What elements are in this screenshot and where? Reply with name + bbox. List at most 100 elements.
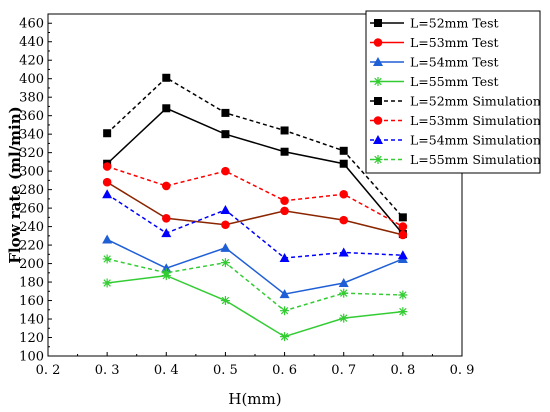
legend-label: L=52mm Test [410, 16, 499, 31]
legend-label: L=55mm Simulation [410, 152, 541, 167]
legend-label: L=53mm Simulation [410, 113, 541, 128]
series-line [106, 193, 403, 259]
y-tick-label: 380 [19, 91, 44, 106]
data-point [339, 159, 348, 168]
data-point [280, 306, 290, 316]
data-point [221, 108, 230, 117]
series-3 [102, 234, 408, 299]
x-tick-label: 0. 4 [154, 363, 179, 378]
y-tick-label: 200 [19, 257, 44, 272]
series-line [106, 107, 404, 235]
series-line [106, 258, 403, 312]
legend-marker [374, 19, 382, 27]
data-point [161, 228, 172, 238]
x-tick-label: 0. 2 [36, 363, 61, 378]
data-point [397, 250, 408, 260]
x-tick-label: 0. 8 [390, 363, 415, 378]
y-tick-label: 420 [19, 54, 44, 69]
data-point [339, 189, 349, 199]
legend-box [365, 10, 541, 174]
x-tick-label: 0. 7 [331, 363, 356, 378]
data-point [338, 277, 349, 287]
data-point [279, 289, 290, 299]
y-tick-label: 140 [19, 313, 44, 328]
data-point [221, 220, 230, 230]
y-tick-label: 160 [19, 294, 44, 309]
legend: L=52mm Test L=53mm Test L=54mm Test L=55mm … [365, 10, 541, 174]
legend-marker [373, 116, 383, 125]
data-point [280, 126, 289, 135]
series-7 [102, 189, 408, 263]
series-8 [102, 254, 408, 316]
x-tick-label: 0. 9 [450, 363, 475, 378]
data-point [220, 242, 231, 252]
series-line [107, 274, 403, 338]
legend-marker [373, 57, 383, 66]
data-point [102, 234, 113, 244]
data-point [220, 296, 230, 306]
data-point [221, 166, 230, 176]
data-point [102, 278, 112, 288]
series-5 [103, 73, 407, 222]
data-point [398, 230, 408, 240]
data-point [280, 206, 289, 216]
legend-label: L=54mm Test [410, 55, 499, 70]
y-tick-label: 360 [19, 109, 44, 124]
y-tick-label: 100 [19, 350, 44, 365]
series-line [106, 165, 404, 228]
y-tick-label: 440 [19, 35, 44, 50]
y-axis-title: Flow rate (ml/min) [6, 106, 24, 264]
data-point [221, 130, 230, 139]
x-axis-title: H(mm) [228, 390, 281, 408]
data-point [279, 253, 290, 263]
data-point [338, 247, 349, 257]
tick-layer: 100 120 140 160 180 200 220 240 260 280 300 320 340 3… [19, 17, 474, 378]
legend-label: L=54mm Simulation [410, 133, 541, 148]
x-tick-label: 0. 3 [95, 363, 120, 378]
y-tick-label: 280 [19, 183, 44, 198]
y-tick-label: 240 [19, 220, 44, 235]
legend-label: L=55mm Test [410, 74, 499, 89]
y-tick-label: 400 [19, 72, 44, 87]
series-layer [102, 73, 408, 342]
legend-marker [373, 135, 383, 144]
series-2 [102, 177, 408, 240]
y-tick-label: 120 [19, 331, 44, 346]
data-point [220, 258, 230, 268]
data-point [398, 307, 408, 317]
data-point [161, 268, 171, 278]
series-line [106, 76, 404, 218]
data-point [339, 215, 349, 225]
data-point [161, 181, 171, 191]
y-tick-label: 320 [19, 146, 44, 161]
legend-marker [373, 77, 383, 86]
data-point [102, 254, 112, 264]
x-tick-label: 0. 6 [272, 363, 297, 378]
series-6 [102, 162, 408, 231]
legend-label: L=53mm Test [410, 35, 499, 50]
data-point [398, 213, 407, 222]
y-tick-label: 260 [19, 202, 44, 217]
legend-marker [374, 97, 382, 105]
series-line [106, 181, 404, 236]
data-point [280, 147, 289, 156]
data-point [162, 73, 171, 82]
y-tick-label: 460 [19, 17, 44, 32]
legend-marker [373, 38, 383, 47]
data-point [162, 104, 171, 113]
y-tick-label: 180 [19, 276, 44, 291]
data-point [161, 213, 171, 223]
data-point [398, 290, 408, 300]
data-point [102, 162, 112, 171]
legend-label: L=52mm Simulation [410, 94, 541, 109]
y-tick-label: 220 [19, 239, 44, 254]
series-line [106, 238, 404, 295]
data-point [102, 177, 112, 187]
data-point [339, 313, 349, 323]
x-tick-label: 0. 5 [213, 363, 238, 378]
data-point [102, 189, 113, 199]
y-tick-label: 300 [19, 165, 44, 180]
y-tick-label: 340 [19, 128, 44, 143]
